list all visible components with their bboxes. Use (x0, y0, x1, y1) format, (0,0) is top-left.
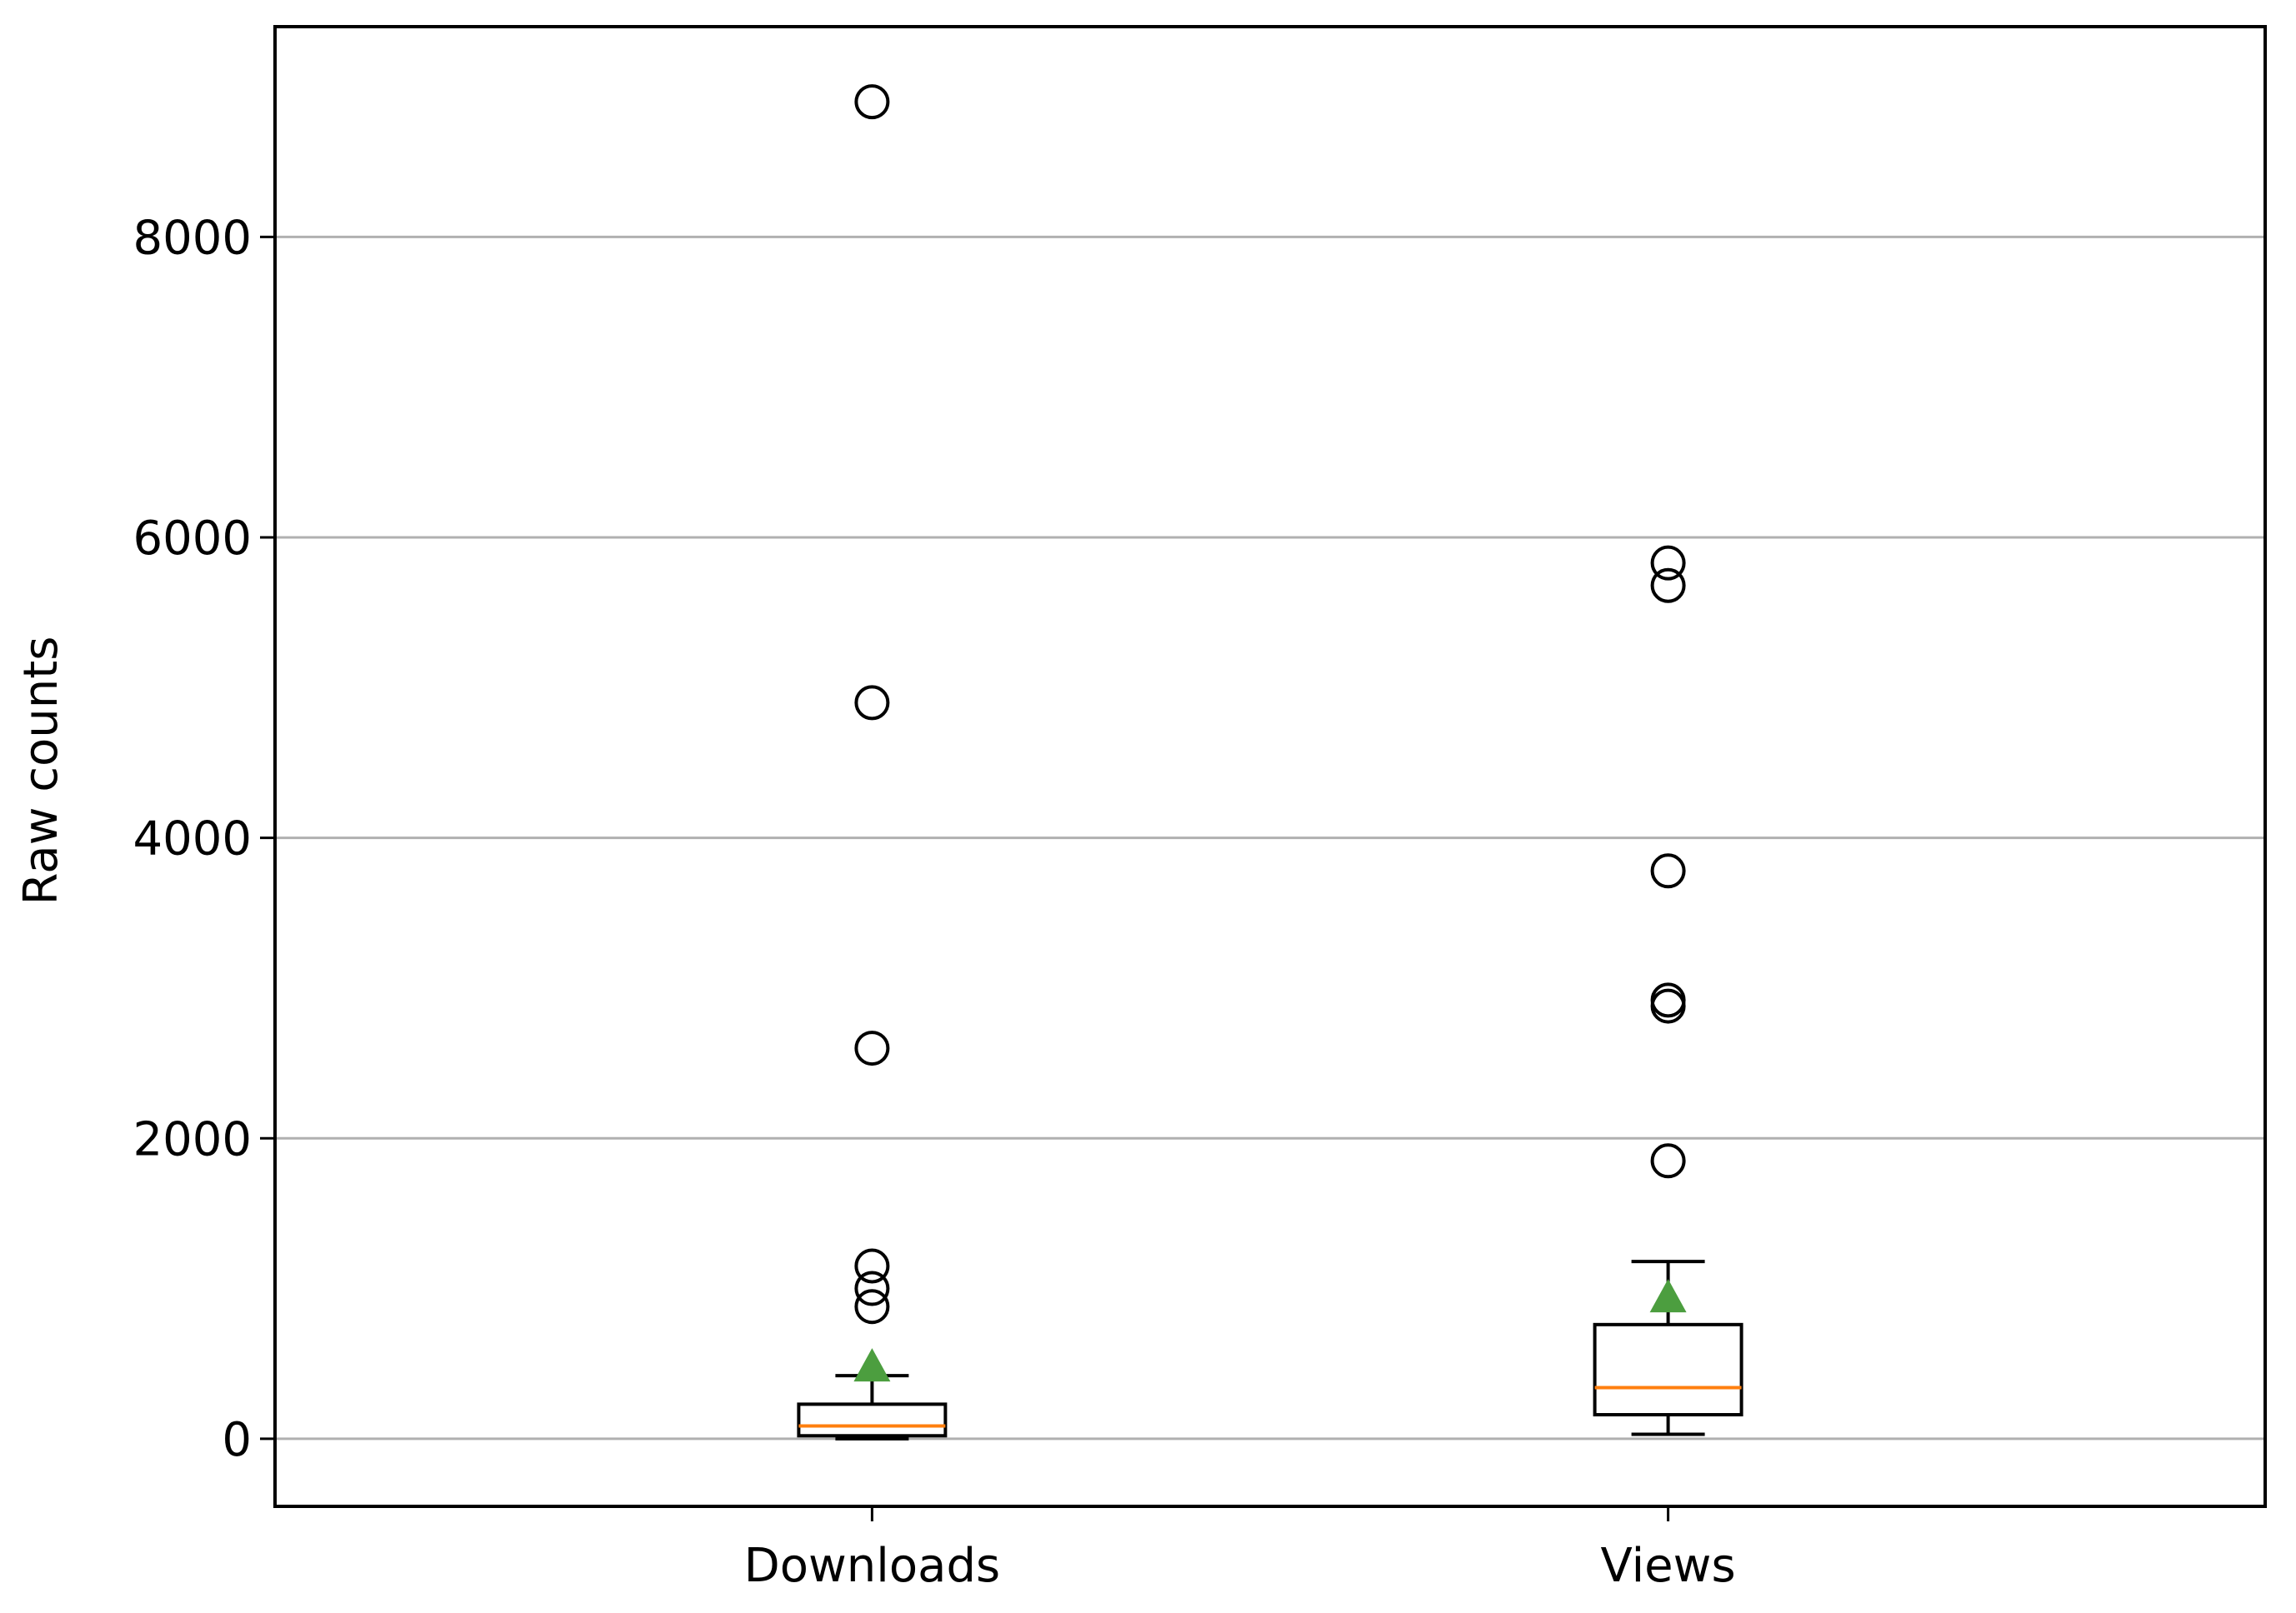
outlier-point (1650, 567, 1686, 603)
outlier-point (854, 1271, 890, 1306)
outlier-point (854, 685, 890, 721)
x-tick-label: Downloads (744, 1539, 1001, 1593)
y-tick-label: 8000 (133, 211, 252, 265)
mean-marker (853, 1348, 891, 1382)
iqr-box (797, 1402, 948, 1438)
x-axis: Downloads Views (744, 1506, 1736, 1593)
y-axis: 0 2000 4000 6000 8000 (133, 211, 275, 1467)
outlier-point (854, 1289, 890, 1325)
outlier-point (1650, 545, 1686, 581)
y-tick-label: 6000 (133, 512, 252, 566)
outlier-point (854, 1031, 890, 1066)
y-tick-label: 2000 (133, 1112, 252, 1166)
outlier-point (1650, 1143, 1686, 1179)
y-tick-label: 4000 (133, 812, 252, 866)
x-tick-label: Views (1601, 1539, 1736, 1593)
outlier-point (854, 1248, 890, 1284)
iqr-box (1593, 1322, 1743, 1417)
box-downloads (797, 84, 948, 1441)
mean-marker (1649, 1279, 1687, 1313)
grid-lines (275, 235, 2265, 1441)
outlier-point (854, 84, 890, 120)
axes-frame (273, 25, 2267, 1508)
outlier-point (1650, 853, 1686, 889)
outlier-point (1650, 988, 1686, 1024)
plot-area (797, 84, 1743, 1441)
y-axis-label: Raw counts (14, 637, 68, 906)
y-tick-label: 0 (222, 1413, 252, 1467)
box-views (1593, 545, 1743, 1436)
